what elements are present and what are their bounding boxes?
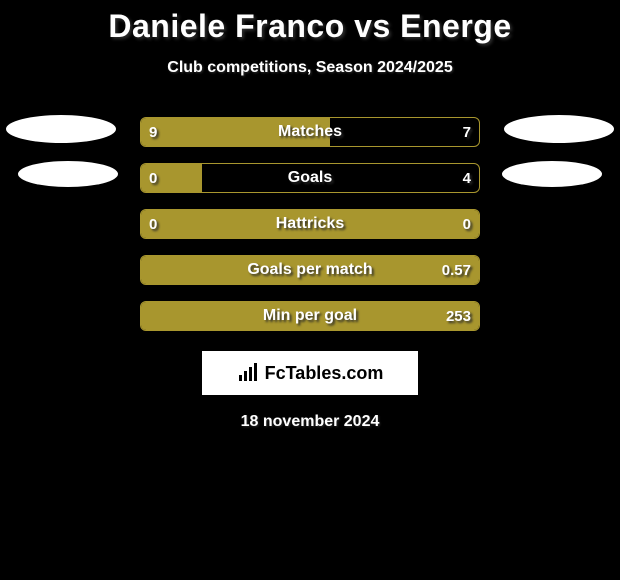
comparison-row: 253Min per goal bbox=[0, 301, 620, 331]
comparison-row: 00Hattricks bbox=[0, 209, 620, 239]
value-right: 0 bbox=[463, 210, 471, 238]
comparison-rows: 97Matches04Goals00Hattricks0.57Goals per… bbox=[0, 117, 620, 331]
value-right: 253 bbox=[446, 302, 471, 330]
comparison-row: 0.57Goals per match bbox=[0, 255, 620, 285]
chart-area: 97Matches04Goals00Hattricks0.57Goals per… bbox=[0, 117, 620, 331]
comparison-row: 04Goals bbox=[0, 163, 620, 193]
value-right: 4 bbox=[463, 164, 471, 192]
page-title: Daniele Franco vs Energe bbox=[0, 8, 620, 45]
subtitle: Club competitions, Season 2024/2025 bbox=[0, 59, 620, 77]
value-left: 0 bbox=[149, 164, 157, 192]
bar-wrap: 00Hattricks bbox=[140, 209, 480, 239]
comparison-row: 97Matches bbox=[0, 117, 620, 147]
footer-logo: FcTables.com bbox=[202, 351, 418, 395]
footer-logo-text: FcTables.com bbox=[265, 363, 384, 384]
bar-fill-left bbox=[141, 302, 479, 330]
value-left: 0 bbox=[149, 210, 157, 238]
bar-wrap: 0.57Goals per match bbox=[140, 255, 480, 285]
value-right: 0.57 bbox=[442, 256, 471, 284]
bar-wrap: 04Goals bbox=[140, 163, 480, 193]
value-right: 7 bbox=[463, 118, 471, 146]
logo-bars-icon bbox=[237, 363, 259, 383]
bar-fill-left bbox=[141, 210, 479, 238]
footer-date: 18 november 2024 bbox=[0, 413, 620, 431]
bar-wrap: 97Matches bbox=[140, 117, 480, 147]
bar-wrap: 253Min per goal bbox=[140, 301, 480, 331]
bar-fill-left bbox=[141, 118, 330, 146]
comparison-infographic: Daniele Franco vs Energe Club competitio… bbox=[0, 0, 620, 431]
value-left: 9 bbox=[149, 118, 157, 146]
bar-fill-left bbox=[141, 256, 479, 284]
